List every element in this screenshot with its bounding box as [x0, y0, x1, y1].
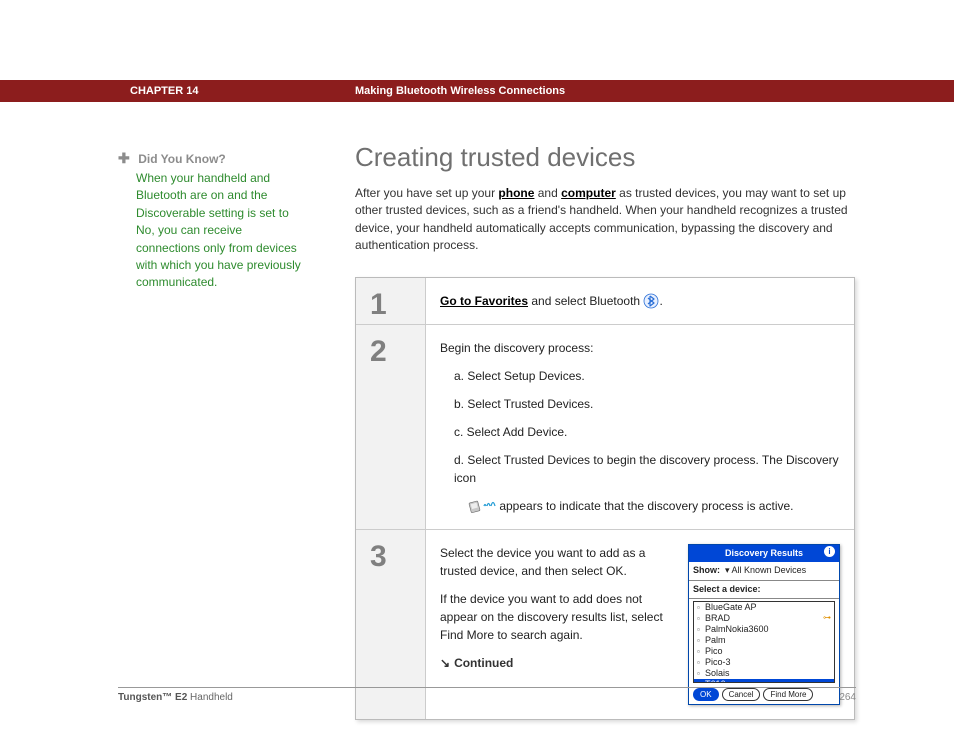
steps-table: 1 Go to Favorites and select Bluetooth .… [355, 277, 855, 721]
step-body-2: Begin the discovery process: a. Select S… [426, 325, 854, 529]
step-number: 1 [370, 288, 425, 322]
continued-arrow-icon: ↘ [440, 654, 450, 672]
chapter-title: Making Bluetooth Wireless Connections [355, 85, 565, 97]
step2-c: c. Select Add Device. [440, 423, 840, 441]
step1-post: and select Bluetooth [528, 294, 643, 308]
step-row-2: 2 Begin the discovery process: a. Select… [356, 325, 854, 530]
footer-product-rest: Handheld [187, 692, 233, 703]
device-label: Solais [705, 668, 730, 678]
device-list-item[interactable]: ▫Pico [694, 646, 834, 657]
device-list-item[interactable]: ▫Pico-3 [694, 657, 834, 668]
intro-mid1: and [534, 186, 561, 200]
footer-product-bold: Tungsten™ E2 [118, 692, 187, 703]
device-marker-icon: ▫ [697, 603, 705, 613]
step1-end: . [659, 294, 662, 308]
chapter-label: CHAPTER 14 [130, 85, 198, 97]
link-phone[interactable]: phone [498, 186, 534, 200]
footer-page-number: 264 [839, 692, 856, 703]
step2-intro: Begin the discovery process: [440, 339, 840, 357]
step3-p2: If the device you want to add does not a… [440, 590, 674, 644]
step-number: 3 [370, 540, 425, 574]
step-number: 2 [370, 335, 425, 369]
discovery-icon [468, 498, 496, 514]
device-list[interactable]: ▫BlueGate AP▫BRAD⊶▫PalmNokia3600▫Palm▫Pi… [693, 601, 835, 683]
step3-text-col: Select the device you want to add as a t… [440, 544, 674, 706]
page-title: Creating trusted devices [355, 142, 855, 173]
device-list-item[interactable]: ▫BlueGate AP [694, 602, 834, 613]
link-favorites[interactable]: Go to Favorites [440, 294, 528, 308]
device-marker-icon: ▫ [697, 669, 705, 679]
continued-marker: ↘ Continued [440, 654, 674, 672]
step-body-1: Go to Favorites and select Bluetooth . [426, 278, 854, 324]
device-label: T616 [705, 679, 726, 683]
device-marker-icon: ▫ [697, 658, 705, 668]
bluetooth-icon [643, 293, 659, 309]
page-footer: Tungsten™ E2 Handheld 264 [118, 687, 856, 703]
show-label: Show: [693, 565, 720, 575]
discovery-results-dialog: Discovery Results i Show: ▾ All Known De… [688, 544, 840, 706]
device-label: BlueGate AP [705, 602, 757, 612]
device-marker-icon: ▫ [697, 647, 705, 657]
device-marker-icon: ▫ [697, 636, 705, 646]
device-label: PalmNokia3600 [705, 624, 769, 634]
dyk-heading: ✚ Did You Know? [118, 150, 308, 168]
intro-pre: After you have set up your [355, 186, 498, 200]
main-content: Creating trusted devices After you have … [355, 142, 855, 720]
device-label: Pico [705, 646, 723, 656]
step-num-cell: 2 [356, 325, 426, 529]
step2-b: b. Select Trusted Devices. [440, 395, 840, 413]
step3-layout: Select the device you want to add as a t… [440, 544, 840, 706]
device-label: Pico-3 [705, 657, 731, 667]
device-list-item[interactable]: ▫BRAD ⊶ [694, 613, 834, 624]
select-device-label: Select a device: [689, 581, 839, 600]
dialog-titlebar: Discovery Results i [689, 545, 839, 563]
dyk-body: When your handheld and Bluetooth are on … [118, 170, 308, 292]
link-computer[interactable]: computer [561, 186, 616, 200]
step-row-1: 1 Go to Favorites and select Bluetooth . [356, 278, 854, 325]
dialog-title: Discovery Results [725, 548, 803, 558]
step2-d-line: appears to indicate that the discovery p… [440, 497, 840, 515]
device-label: BRAD [705, 613, 730, 623]
step2-a: a. Select Setup Devices. [440, 367, 840, 385]
step2-d-pre: d. Select Trusted Devices to begin the d… [440, 451, 840, 487]
device-marker-icon: ▫ [697, 614, 705, 624]
step-num-cell: 1 [356, 278, 426, 324]
chapter-header-bar: CHAPTER 14 Making Bluetooth Wireless Con… [0, 80, 954, 102]
device-list-item[interactable]: ▫PalmNokia3600 [694, 624, 834, 635]
plus-icon: ✚ [118, 150, 130, 167]
device-list-item[interactable]: ▫Palm [694, 635, 834, 646]
device-list-item[interactable]: ▫Solais [694, 668, 834, 679]
step1-text: Go to Favorites and select Bluetooth . [440, 292, 840, 310]
step2-d-post: appears to indicate that the discovery p… [496, 499, 794, 513]
device-marker-icon: ▫ [697, 680, 705, 683]
show-row: Show: ▾ All Known Devices [689, 562, 839, 581]
show-value: All Known Devices [732, 565, 807, 575]
continued-label: Continued [454, 656, 513, 670]
sidebar-tip: ✚ Did You Know? When your handheld and B… [118, 150, 308, 292]
dyk-label: Did You Know? [138, 152, 226, 166]
key-icon: ⊶ [823, 613, 831, 623]
footer-product: Tungsten™ E2 Handheld [118, 692, 233, 703]
device-label: Palm [705, 635, 726, 645]
device-list-item[interactable]: ▫T616 [694, 679, 834, 683]
intro-paragraph: After you have set up your phone and com… [355, 185, 855, 255]
show-dropdown[interactable]: ▾ All Known Devices [723, 564, 807, 578]
step3-p1: Select the device you want to add as a t… [440, 544, 674, 580]
device-marker-icon: ▫ [697, 625, 705, 635]
info-icon[interactable]: i [824, 546, 835, 557]
